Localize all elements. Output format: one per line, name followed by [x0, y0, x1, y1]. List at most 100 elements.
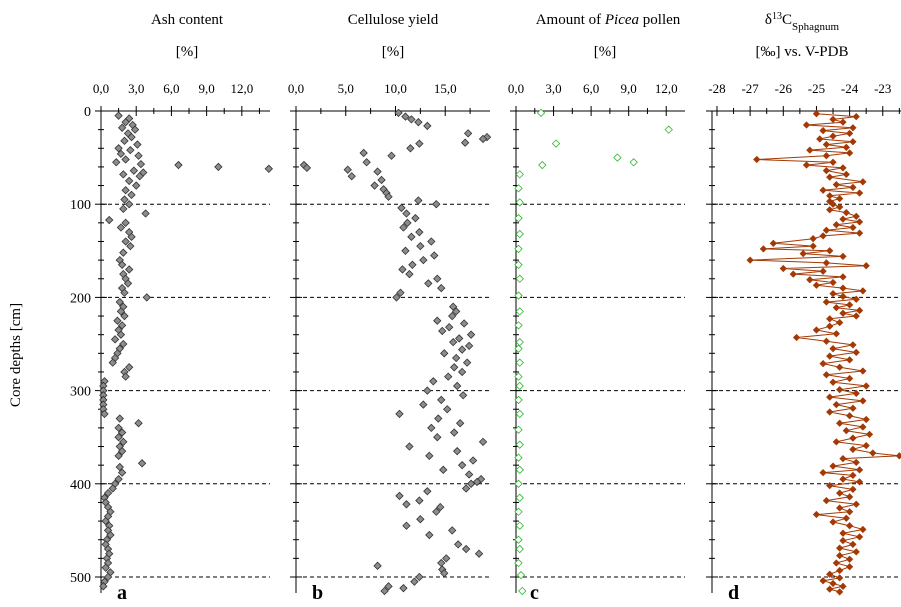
- panel-b-point-38: [408, 260, 417, 269]
- panel-d-point-112: [855, 466, 864, 474]
- panel-b-point-81: [468, 456, 478, 465]
- panel-c-x-tick-label: 6,0: [583, 81, 599, 96]
- panel-d-x-tick-label: -23: [874, 81, 891, 96]
- panel-a-point-41: [117, 260, 127, 269]
- panel-a-point-76: [114, 423, 123, 433]
- panel-b-point-57: [457, 345, 467, 354]
- panel-d-point-95: [849, 404, 857, 412]
- panel-d-point-137: [845, 555, 854, 563]
- panel-c-title-suffix: pollen: [639, 12, 681, 28]
- panel-b-point-49: [433, 316, 442, 325]
- panel-c-point-25: [515, 440, 524, 449]
- panel-b-point-24: [414, 196, 423, 205]
- panel-a-point-78: [114, 433, 123, 442]
- panel-b-unit: [%]: [382, 44, 405, 60]
- panel-a-point-74: [115, 414, 124, 423]
- panel-b-point-1: [401, 112, 410, 121]
- panel-d-point-90: [836, 386, 844, 394]
- panel-b-x-tick-label: 10,0: [384, 81, 407, 96]
- panel-a-point-26: [121, 186, 130, 195]
- panel-a-x-tick-label: 6,0: [163, 81, 179, 96]
- panel-d-point-63: [839, 292, 847, 301]
- panel-b-point-36: [430, 251, 439, 260]
- panel-a-point-0: [114, 111, 123, 120]
- panel-a-point-85: [117, 468, 127, 477]
- panel-a-point-107: [103, 572, 113, 582]
- panel-c-point-13: [515, 274, 524, 283]
- panel-b-point-35: [401, 246, 410, 255]
- panel-a-point-109: [99, 582, 108, 591]
- panel-d-title: δ13CSphagnum: [765, 11, 840, 34]
- panel-b-point-107: [415, 572, 424, 582]
- panel-b-point-28: [411, 214, 420, 223]
- panel-b-point-67: [458, 391, 468, 400]
- panel-d-point-101: [842, 427, 850, 435]
- panel-a-point-89: [103, 488, 113, 498]
- panel-b-point-20: [370, 181, 379, 190]
- panel-d-point-103: [849, 434, 857, 442]
- panel-c-point-1: [664, 125, 673, 134]
- panel-a-point-63: [125, 363, 134, 372]
- panel-d-point-118: [849, 485, 857, 494]
- panel-b-point-89: [423, 487, 432, 496]
- panel-d-point-4: [802, 121, 811, 129]
- panel-d-title-base: C: [782, 12, 792, 28]
- panel-d-point-120: [845, 493, 854, 501]
- panel-d-point-122: [852, 500, 860, 508]
- panel-a-point-79: [119, 437, 128, 447]
- panel-c-point-21: [515, 381, 524, 391]
- panel-d-point-98: [862, 415, 870, 424]
- panel-d-point-42: [819, 232, 827, 240]
- panel-d-point-145: [839, 582, 847, 590]
- panel-d-point-52: [862, 262, 870, 270]
- panel-d-point-16: [753, 155, 761, 164]
- panel-d-point-58: [829, 278, 837, 287]
- panel-a-point-28: [120, 195, 129, 204]
- panel-a-point-88: [108, 484, 117, 493]
- panel-d-point-67: [832, 304, 840, 312]
- panel-b-point-69: [419, 400, 428, 409]
- panel-b-point-86: [472, 477, 482, 487]
- panel-d-title-sub: Sphagnum: [792, 21, 840, 33]
- panel-d-point-13: [806, 146, 814, 154]
- panel-d-point-11: [822, 140, 831, 149]
- panel-d-point-9: [816, 135, 824, 143]
- panel-b-point-53: [466, 330, 476, 339]
- panel-d-point-86: [822, 371, 831, 379]
- panel-c-point-12: [514, 260, 523, 269]
- panel-b-point-99: [453, 540, 463, 549]
- panel-d-point-66: [845, 301, 854, 309]
- panel-c-point-14: [514, 291, 523, 300]
- panel-d-point-43: [809, 235, 817, 243]
- panel-d-point-115: [839, 475, 847, 483]
- panel-b-point-37: [419, 255, 428, 265]
- panel-d-point-26: [819, 186, 827, 194]
- panel-d-point-21: [842, 170, 850, 179]
- panel-b-point-84: [464, 470, 474, 479]
- panel-b-point-65: [453, 381, 462, 391]
- panel-a-point-98: [106, 530, 115, 540]
- panel-c-point-0: [536, 108, 546, 118]
- panel-d-point-5: [849, 124, 857, 132]
- panel-d-point-130: [839, 529, 847, 537]
- panel-b-point-68: [437, 395, 446, 405]
- panel-b: 0,0 5,0 10,0 15,0: [288, 81, 492, 596]
- panel-a-point-53: [113, 316, 122, 325]
- panel-d-point-126: [842, 514, 850, 522]
- panel-c-point-22: [514, 395, 523, 405]
- panel-a-point-65: [121, 372, 130, 381]
- panel-b-point-108: [410, 577, 419, 586]
- panel-c-point-18: [514, 344, 523, 353]
- panel-d-x-tick-label: -24: [841, 81, 859, 96]
- panel-d-point-56: [839, 273, 847, 281]
- panel-a-point-19: [264, 164, 273, 173]
- panel-a-point-84: [115, 462, 124, 472]
- panel-d-point-7: [845, 129, 854, 137]
- panel-d-point-27: [855, 189, 864, 197]
- panel-a-title: Ash content: [151, 12, 224, 28]
- panel-a-point-17: [174, 160, 183, 170]
- panel-a: 0,0 3,0 6,0 9,0 12,0 0 100 200 300 400 500: [70, 81, 273, 593]
- panel-d-point-75: [832, 330, 840, 338]
- panel-b-point-62: [457, 367, 467, 377]
- panel-d-point-114: [849, 471, 857, 480]
